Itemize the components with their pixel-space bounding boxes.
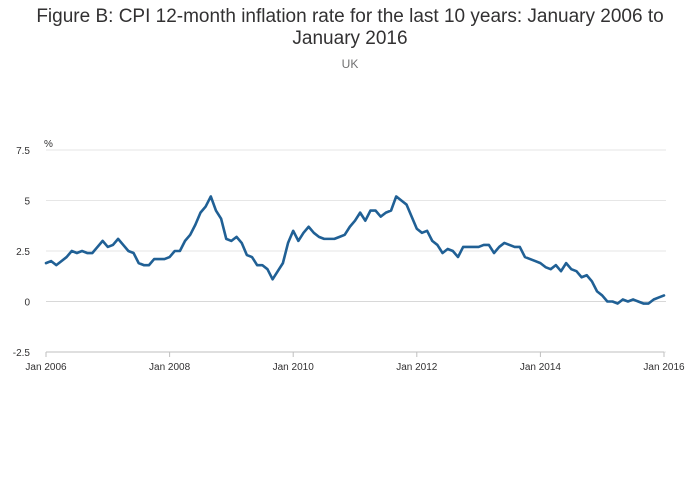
y-tick-label: -2.5 xyxy=(13,348,31,359)
x-tick-label: Jan 2010 xyxy=(273,362,315,373)
x-axis: Jan 2006 Jan 2008 Jan 2010 Jan 2012 Jan 2014… xyxy=(25,351,685,373)
series-line-cpi xyxy=(44,195,666,305)
x-tick-label: Jan 2006 xyxy=(25,362,67,373)
y-axis-label: % xyxy=(44,139,53,150)
y-tick-label: 5 xyxy=(24,197,30,208)
x-tick-label: Jan 2008 xyxy=(149,362,191,373)
gridlines xyxy=(46,149,666,353)
x-tick-label: Jan 2014 xyxy=(520,362,562,373)
chart-subtitle: UK xyxy=(341,57,359,71)
chart-title-line-2: January 2016 xyxy=(292,28,408,49)
x-tick-label: Jan 2012 xyxy=(396,362,438,373)
y-axis: -2.5 0 2.5 5 7.5 xyxy=(13,146,31,359)
x-tick-label: Jan 2016 xyxy=(643,362,685,373)
y-tick-label: 2.5 xyxy=(16,247,30,258)
chart-title-line-1: Figure B: CPI 12-month inflation rate fo… xyxy=(36,6,664,27)
plot-area xyxy=(44,195,666,305)
y-tick-label: 0 xyxy=(24,298,30,309)
y-tick-label: 7.5 xyxy=(16,146,30,157)
chart-title: Figure B: CPI 12-month inflation rate fo… xyxy=(0,6,700,50)
